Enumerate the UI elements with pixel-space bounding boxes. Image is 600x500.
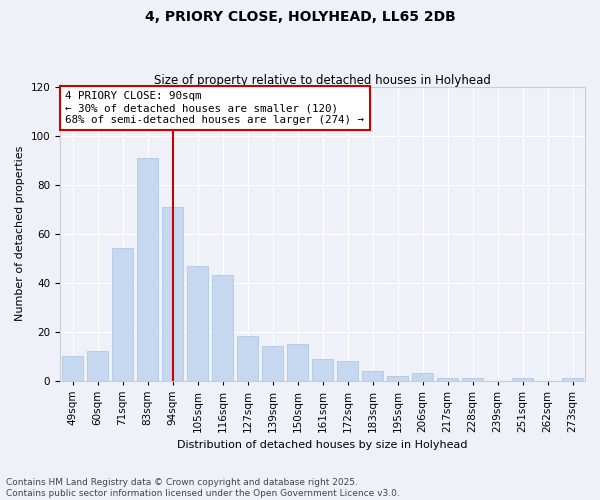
Bar — [387, 376, 408, 380]
Bar — [312, 358, 333, 380]
Bar — [162, 207, 183, 380]
Bar — [337, 361, 358, 380]
Bar — [112, 248, 133, 380]
Text: Contains HM Land Registry data © Crown copyright and database right 2025.
Contai: Contains HM Land Registry data © Crown c… — [6, 478, 400, 498]
X-axis label: Distribution of detached houses by size in Holyhead: Distribution of detached houses by size … — [177, 440, 468, 450]
Bar — [262, 346, 283, 380]
Text: 4, PRIORY CLOSE, HOLYHEAD, LL65 2DB: 4, PRIORY CLOSE, HOLYHEAD, LL65 2DB — [145, 10, 455, 24]
Bar — [212, 276, 233, 380]
Y-axis label: Number of detached properties: Number of detached properties — [15, 146, 25, 322]
Bar — [237, 336, 258, 380]
Bar — [462, 378, 483, 380]
Text: 4 PRIORY CLOSE: 90sqm
← 30% of detached houses are smaller (120)
68% of semi-det: 4 PRIORY CLOSE: 90sqm ← 30% of detached … — [65, 92, 364, 124]
Bar — [87, 351, 108, 380]
Bar — [512, 378, 533, 380]
Bar — [287, 344, 308, 381]
Bar — [562, 378, 583, 380]
Bar — [412, 373, 433, 380]
Bar — [62, 356, 83, 380]
Title: Size of property relative to detached houses in Holyhead: Size of property relative to detached ho… — [154, 74, 491, 87]
Bar — [137, 158, 158, 380]
Bar — [187, 266, 208, 380]
Bar — [437, 378, 458, 380]
Bar — [362, 370, 383, 380]
